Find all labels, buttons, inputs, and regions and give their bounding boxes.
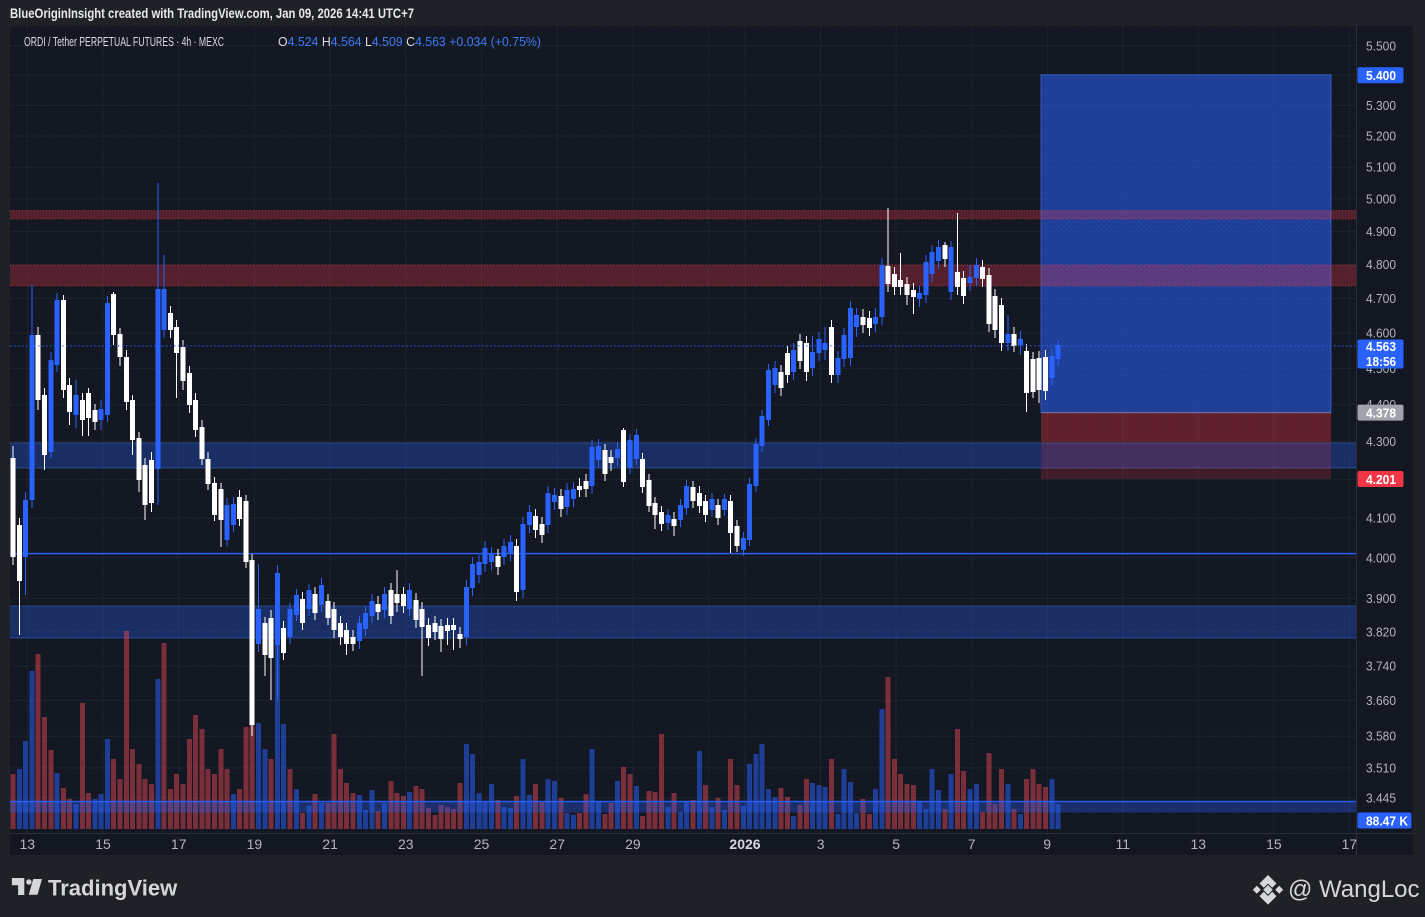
svg-text:19: 19 bbox=[247, 836, 263, 852]
svg-text:21: 21 bbox=[322, 836, 338, 852]
svg-text:3.900: 3.900 bbox=[1366, 591, 1396, 606]
svg-text:4.000: 4.000 bbox=[1366, 550, 1396, 565]
svg-text:4.300: 4.300 bbox=[1366, 434, 1396, 449]
svg-text:11: 11 bbox=[1116, 836, 1131, 852]
svg-text:29: 29 bbox=[625, 836, 641, 852]
svg-text:4.900: 4.900 bbox=[1366, 224, 1396, 239]
svg-text:2026: 2026 bbox=[729, 836, 760, 852]
svg-text:23: 23 bbox=[398, 836, 414, 852]
svg-text:5.000: 5.000 bbox=[1366, 192, 1396, 207]
svg-text:13: 13 bbox=[1191, 836, 1207, 852]
svg-text:15: 15 bbox=[1266, 836, 1282, 852]
svg-text:3.820: 3.820 bbox=[1366, 624, 1396, 639]
svg-text:17: 17 bbox=[171, 836, 187, 852]
svg-text:5.200: 5.200 bbox=[1366, 129, 1396, 144]
svg-text:ORDI / Tether PERPETUAL FUTURE: ORDI / Tether PERPETUAL FUTURES · 4h · M… bbox=[24, 34, 224, 49]
svg-text:25: 25 bbox=[474, 836, 490, 852]
svg-text:27: 27 bbox=[549, 836, 565, 852]
svg-text:17: 17 bbox=[1342, 836, 1358, 852]
svg-text:3.740: 3.740 bbox=[1366, 658, 1396, 673]
svg-text:4.201: 4.201 bbox=[1366, 472, 1396, 487]
svg-text:5.100: 5.100 bbox=[1366, 160, 1396, 175]
svg-text:9: 9 bbox=[1043, 836, 1051, 852]
svg-text:BlueOriginInsight created with: BlueOriginInsight created with TradingVi… bbox=[10, 6, 414, 21]
svg-text:4.600: 4.600 bbox=[1366, 326, 1396, 341]
svg-text:3: 3 bbox=[817, 836, 825, 852]
svg-text:15: 15 bbox=[95, 836, 111, 852]
svg-text:O4.524 H4.564 L4.509 C4.563: O4.524 H4.564 L4.509 C4.563 +0.034 (+0.7… bbox=[278, 34, 541, 49]
svg-text:13: 13 bbox=[20, 836, 36, 852]
svg-text:4.800: 4.800 bbox=[1366, 257, 1396, 272]
svg-text:4.378: 4.378 bbox=[1366, 406, 1396, 421]
svg-text:88.47 K: 88.47 K bbox=[1366, 814, 1409, 829]
svg-text:TradingView: TradingView bbox=[48, 876, 178, 901]
svg-text:18:56: 18:56 bbox=[1366, 354, 1396, 369]
svg-text:5.300: 5.300 bbox=[1366, 98, 1396, 113]
svg-text:5.400: 5.400 bbox=[1366, 68, 1396, 83]
svg-text:4.700: 4.700 bbox=[1366, 291, 1396, 306]
svg-text:5: 5 bbox=[892, 836, 900, 852]
svg-text:5.500: 5.500 bbox=[1366, 38, 1396, 53]
svg-text:4.100: 4.100 bbox=[1366, 511, 1396, 526]
svg-text:3.445: 3.445 bbox=[1366, 791, 1396, 806]
svg-text:@ WangLoc: @ WangLoc bbox=[1288, 876, 1420, 903]
svg-text:4.563: 4.563 bbox=[1366, 339, 1396, 354]
svg-text:3.510: 3.510 bbox=[1366, 760, 1396, 775]
svg-text:7: 7 bbox=[968, 836, 976, 852]
svg-text:3.580: 3.580 bbox=[1366, 729, 1396, 744]
svg-text:3.660: 3.660 bbox=[1366, 693, 1396, 708]
